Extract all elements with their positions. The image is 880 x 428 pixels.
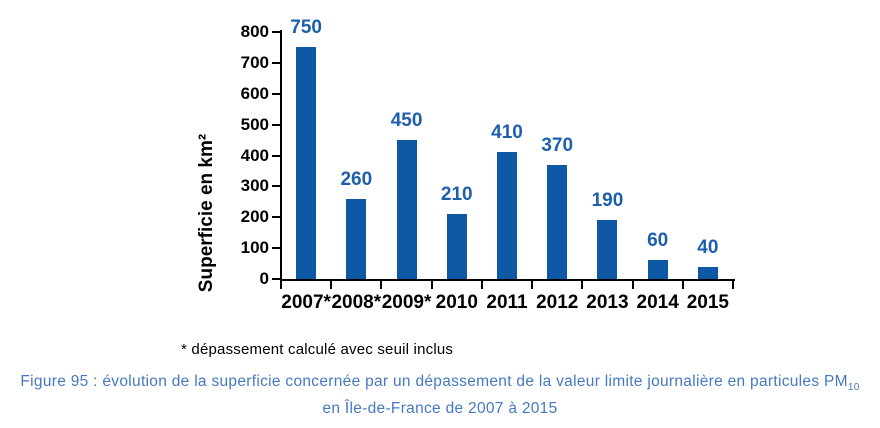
y-tick-label: 0: [259, 269, 269, 288]
bar: [697, 266, 718, 279]
y-tick-label: 100: [240, 238, 269, 258]
bar-value-label: 370: [541, 134, 574, 156]
bar: [446, 214, 467, 279]
x-axis-tick: [430, 281, 433, 289]
y-axis-tick: [272, 185, 281, 188]
y-axis-tick: [272, 123, 281, 126]
x-axis-tick: [581, 281, 584, 289]
y-axis-tick: [272, 31, 281, 33]
x-tick-label: 2008*: [331, 292, 382, 313]
y-tick-label: 600: [240, 83, 269, 103]
bar: [396, 140, 417, 279]
x-tick-label: 2010: [435, 292, 478, 313]
y-tick-label: 400: [240, 145, 269, 165]
bar: [497, 152, 517, 279]
x-tick-label: 2009*: [381, 292, 432, 313]
bar: [597, 220, 618, 279]
x-axis-tick: [480, 281, 483, 289]
x-tick-label: 2012: [536, 292, 579, 313]
bar-value-label: 40: [697, 236, 719, 258]
bar-value-label: 260: [340, 168, 373, 190]
x-tick-label: 2011: [486, 292, 528, 313]
y-axis-line: [280, 30, 282, 281]
x-axis-tick: [280, 281, 282, 289]
x-axis-tick: [330, 281, 333, 289]
chart-footnote: * dépassement calculé avec seuil inclus: [181, 341, 454, 358]
x-axis-line: [280, 279, 735, 281]
y-tick-label: 300: [240, 176, 269, 196]
figure-caption: Figure 95 : évolution de la superficie c…: [0, 371, 880, 419]
bar: [647, 260, 668, 279]
bar: [296, 47, 317, 279]
y-axis-tick: [272, 278, 281, 280]
bar-value-label: 60: [647, 230, 669, 252]
x-axis-tick: [681, 281, 684, 289]
x-axis-tick: [380, 281, 383, 289]
x-axis-tick: [531, 281, 534, 289]
bar-value-label: 190: [591, 190, 624, 212]
bar-value-label: 750: [290, 17, 322, 39]
x-tick-label: 2015: [686, 292, 730, 313]
bar: [547, 164, 568, 279]
bar: [346, 198, 367, 279]
caption-line1: Figure 95 : évolution de la superficie c…: [20, 373, 860, 394]
x-tick-label: 2013: [586, 292, 629, 313]
caption-line1-text: Figure 95 : évolution de la superficie c…: [20, 373, 848, 390]
bar-value-label: 450: [390, 110, 423, 132]
y-axis-tick: [272, 216, 281, 219]
bar-value-label: 210: [440, 184, 473, 206]
y-tick-label: 700: [240, 52, 269, 72]
y-axis-tick: [272, 154, 281, 157]
y-axis-tick: [272, 92, 281, 95]
x-tick-label: 2007*: [281, 292, 331, 313]
y-axis-tick: [272, 61, 281, 64]
x-tick-label: 2014: [636, 292, 679, 313]
caption-line2: en Île-de-France de 2007 à 2015: [322, 400, 558, 418]
x-axis-tick: [732, 281, 734, 289]
x-axis-tick: [631, 281, 634, 289]
y-axis-tick: [272, 247, 281, 250]
pm10-subscript: 10: [847, 382, 860, 394]
y-tick-label: 200: [240, 207, 269, 227]
y-tick-label: 500: [240, 114, 269, 134]
y-tick-label: 800: [240, 22, 269, 41]
bar-value-label: 410: [491, 122, 523, 144]
